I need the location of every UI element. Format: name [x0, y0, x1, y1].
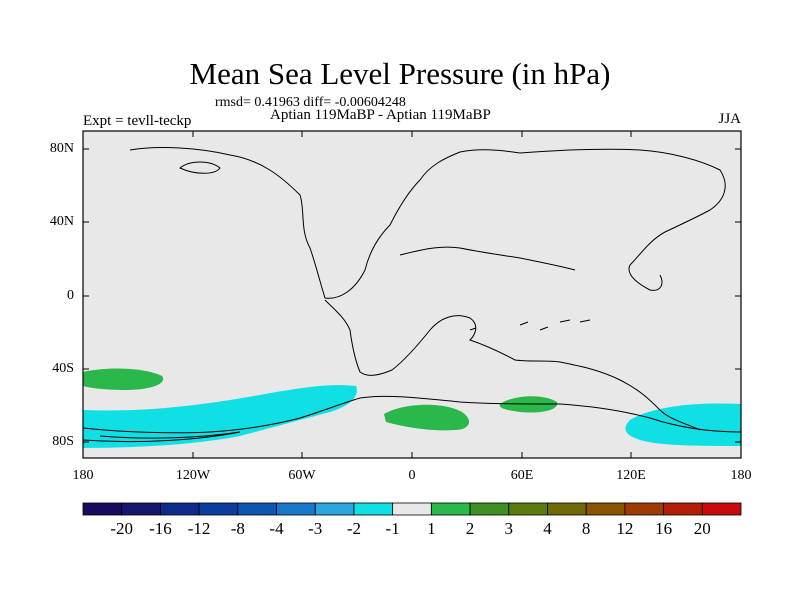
lat-label-80n: 80N: [49, 141, 74, 156]
colorbar-swatch: [353, 502, 394, 516]
lon-label-60w: 60W: [288, 468, 316, 483]
lat-label-40s: 40S: [52, 361, 74, 376]
anomaly-region-pacific-green: [83, 368, 164, 390]
colorbar-label: 20: [693, 519, 711, 538]
lat-label-40n: 40N: [49, 214, 74, 229]
coastline-tethys-south: [399, 246, 576, 271]
colorbar-label: -2: [346, 519, 362, 538]
colorbar-swatch: [392, 502, 432, 516]
colorbar-label: -4: [269, 519, 284, 538]
lat-label-80s: 80S: [52, 434, 74, 449]
colorbar-label: 12: [616, 519, 634, 538]
colorbar-label: 4: [543, 519, 552, 538]
colorbar-label: -1: [385, 519, 400, 538]
experiment-label: Expt = tevll-teckp: [83, 113, 192, 129]
colorbar-swatch: [469, 502, 510, 516]
colorbar-swatch: [237, 502, 277, 516]
coastline-north-america: [129, 147, 521, 299]
lon-label-120e: 120E: [616, 468, 646, 483]
colorbar-swatch: [121, 502, 161, 516]
colorbar-label: 16: [655, 519, 673, 538]
colorbar-label: 1: [427, 519, 436, 538]
coastline-gondwana: [324, 299, 701, 431]
anomaly-region-australia-cyan: [625, 403, 741, 446]
colorbar-swatch: [198, 502, 239, 516]
colorbar-swatch: [430, 502, 471, 516]
colorbar-label: -16: [149, 519, 172, 538]
colorbar-swatch: [585, 502, 626, 516]
lat-label-0: 0: [67, 288, 74, 303]
colorbar-label: 8: [581, 519, 591, 538]
stats-line: rmsd= 0.41963 diff= -0.00604248: [215, 95, 406, 110]
lon-label-120w: 120W: [175, 468, 211, 483]
subtitle: Aptian 119MaBP - Aptian 119MaBP: [270, 107, 491, 123]
coastline-antarctic-peninsula: [83, 431, 241, 443]
lon-label-60e: 60E: [510, 468, 534, 483]
coastline-arctic-islands: [179, 161, 221, 174]
colorbar-label: -12: [187, 519, 211, 538]
coastline-small-islands: [469, 319, 591, 331]
colorbar-label: 2: [465, 519, 475, 538]
colorbar-label: 3: [504, 519, 514, 538]
colorbar-label: -3: [308, 519, 323, 538]
colorbar-label: -20: [110, 519, 134, 538]
colorbar-swatch: [314, 502, 355, 516]
colorbar-swatch: [508, 502, 548, 516]
chart-title: Mean Sea Level Pressure (in hPa): [189, 56, 611, 91]
colorbar-swatch: [276, 502, 316, 516]
colorbar-label: -8: [230, 519, 245, 538]
colorbar-swatch: [663, 502, 703, 516]
colorbar-swatch: [701, 502, 742, 516]
lon-label-180-east: 180: [730, 468, 752, 483]
coastline-antarctica: [83, 395, 741, 434]
colorbar: [82, 502, 742, 516]
anomaly-region-atlantic-green: [384, 404, 470, 431]
coastlines: [83, 147, 741, 443]
colorbar-swatch: [160, 502, 200, 516]
season-label: JJA: [718, 111, 741, 127]
lon-label-0: 0: [408, 468, 416, 483]
lon-label-180-west: 180: [72, 468, 94, 483]
colorbar-swatch: [82, 502, 123, 516]
map-background: [83, 131, 741, 458]
colorbar-swatch: [624, 502, 664, 516]
axis-ticks: [83, 131, 741, 458]
colorbar-swatch: [547, 502, 587, 516]
coastline-eurasia: [519, 148, 726, 291]
